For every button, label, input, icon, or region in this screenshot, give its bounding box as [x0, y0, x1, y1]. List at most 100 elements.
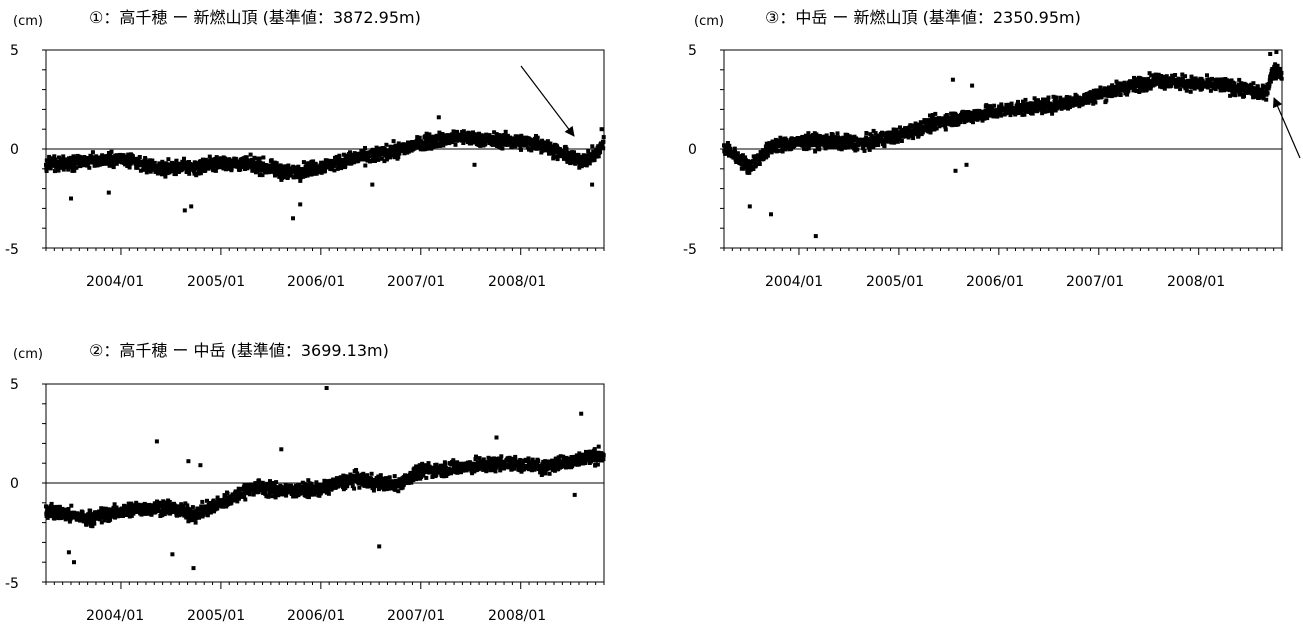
- data-point: [186, 519, 191, 524]
- data-point: [215, 495, 220, 500]
- chart-3-unit: (cm): [694, 14, 724, 29]
- data-point: [397, 151, 402, 156]
- data-point: [765, 153, 770, 158]
- data-point: [868, 144, 873, 149]
- data-point: [74, 165, 79, 170]
- data-point: [301, 160, 306, 165]
- data-point: [258, 172, 262, 177]
- data-point: [911, 136, 916, 141]
- data-point: [200, 157, 205, 162]
- data-point: [542, 140, 547, 145]
- data-point: [1180, 76, 1185, 81]
- data-point: [791, 137, 796, 141]
- data-point: [545, 139, 550, 144]
- data-point: [187, 513, 192, 518]
- data-point: [1046, 98, 1050, 103]
- data-point: [503, 133, 508, 138]
- data-point: [876, 143, 881, 147]
- data-point: [1231, 84, 1236, 89]
- data-point: [783, 147, 788, 152]
- data-point: [1170, 74, 1175, 79]
- data-point: [1043, 105, 1048, 110]
- data-point: [767, 141, 772, 146]
- data-point: [933, 111, 938, 116]
- data-point: [455, 129, 460, 134]
- data-point: [1040, 111, 1045, 116]
- data-point: [564, 146, 569, 151]
- data-point: [1134, 89, 1139, 93]
- data-point: [90, 524, 95, 529]
- data-point: [1125, 92, 1130, 97]
- data-point: [64, 165, 69, 170]
- chart-2-unit: (cm): [13, 347, 43, 362]
- data-point: [143, 157, 148, 162]
- chart-2-xtick-2005: 2005/01: [187, 608, 245, 624]
- data-point: [572, 150, 576, 155]
- data-point: [443, 141, 448, 146]
- data-point: [932, 127, 937, 132]
- data-point: [830, 132, 835, 137]
- data-point: [725, 141, 730, 145]
- data-point: [861, 146, 866, 151]
- data-point: [361, 149, 366, 153]
- chart-2-axis-ticks: [42, 383, 605, 589]
- data-point: [363, 146, 367, 150]
- data-point: [127, 165, 132, 170]
- data-point: [284, 171, 289, 176]
- data-point: [273, 173, 277, 178]
- data-point: [52, 516, 57, 521]
- data-point: [1039, 103, 1043, 108]
- chart-3-title: ③：中岳 ー 新燃山頂 (基準値：2350.95m): [765, 8, 1081, 27]
- data-point: [1213, 87, 1218, 92]
- data-point: [323, 169, 327, 174]
- data-point: [577, 165, 582, 170]
- data-point: [57, 504, 62, 509]
- data-point: [871, 128, 876, 133]
- data-point: [269, 158, 274, 163]
- data-point: [124, 159, 129, 164]
- data-point: [100, 153, 105, 158]
- data-point: [221, 504, 226, 509]
- chart-2-points: [44, 386, 606, 571]
- data-point: [999, 113, 1004, 118]
- data-point: [1183, 74, 1188, 79]
- data-point: [126, 501, 131, 506]
- data-point: [285, 175, 290, 180]
- data-point: [106, 190, 111, 195]
- data-point: [906, 135, 911, 140]
- data-point: [105, 516, 110, 521]
- data-point: [839, 147, 844, 152]
- data-point: [556, 150, 561, 155]
- data-point: [255, 169, 260, 173]
- chart-3: (cm) ③：中岳 ー 新燃山頂 (基準値：2350.95m) 5 0 -5 2…: [683, 8, 1301, 290]
- data-point: [457, 133, 462, 137]
- data-point: [339, 166, 344, 171]
- data-point: [55, 166, 60, 170]
- data-point: [837, 146, 842, 151]
- data-point: [601, 139, 606, 144]
- data-point: [801, 135, 806, 140]
- data-point: [327, 159, 332, 163]
- data-point: [158, 501, 163, 506]
- data-point: [257, 156, 262, 161]
- data-point: [244, 155, 249, 160]
- data-point: [261, 161, 266, 166]
- data-point: [864, 131, 869, 135]
- data-point: [66, 507, 71, 511]
- data-point: [130, 154, 135, 159]
- data-point: [129, 501, 134, 506]
- data-point: [182, 208, 187, 213]
- data-point: [250, 157, 254, 162]
- data-point: [112, 502, 117, 507]
- data-point: [1032, 96, 1037, 101]
- data-point: [62, 162, 67, 167]
- data-point: [115, 159, 120, 164]
- data-point: [808, 135, 813, 140]
- data-point: [148, 510, 153, 515]
- data-point: [113, 515, 118, 520]
- data-point: [836, 135, 841, 140]
- data-point: [597, 148, 602, 152]
- data-point: [453, 142, 458, 147]
- data-point: [417, 135, 422, 140]
- data-point: [163, 174, 168, 179]
